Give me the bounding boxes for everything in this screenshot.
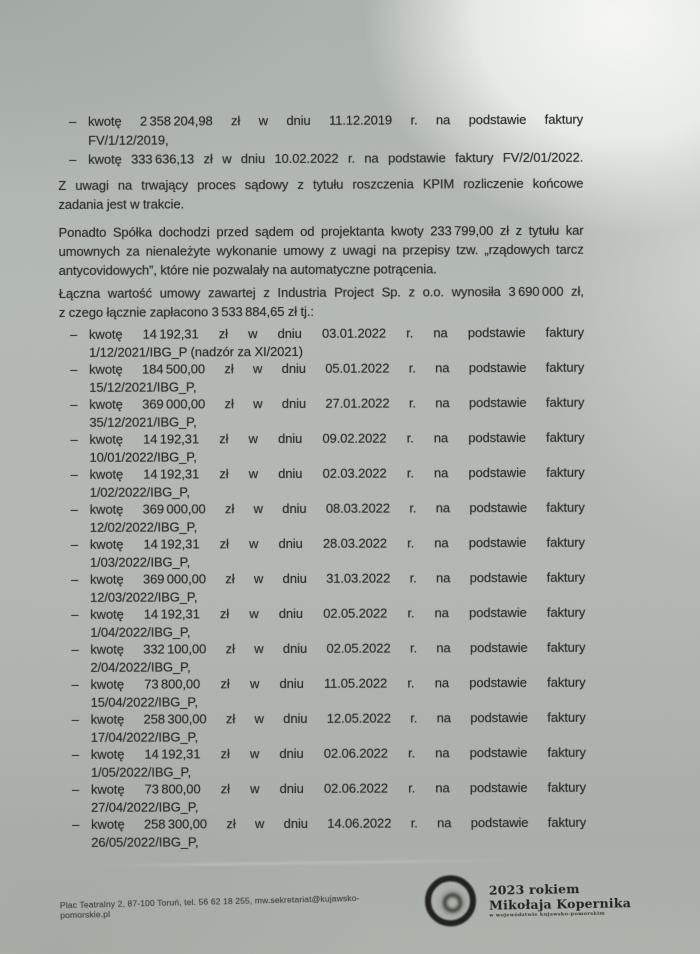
dash-bullet-icon: – [72, 816, 80, 832]
document-content: – kwotę 2 358 204,98 zł w dniu 11.12.201… [58, 110, 586, 851]
list-item: – kwotę 14 192,31 zł w dniu 09.02.2022 r… [59, 429, 584, 466]
item-line-justified: kwotę 333 636,13 zł w dniu 10.02.2022 r.… [88, 150, 584, 168]
item-line-rest: 1/12/2021/IBG_P (nadzór za XI/2021) [89, 343, 303, 360]
item-line-justified: kwotę 369 000,00 zł w dniu 31.03.2022 r.… [90, 569, 586, 587]
list-item: – kwotę 14 192,31 zł w dniu 02.03.2022 r… [60, 464, 585, 501]
list-item: – kwotę 14 192,31 zł w dniu 03.01.2022 r… [59, 324, 584, 361]
item-line-rest: 35/12/2021/IBG_P, [89, 413, 197, 430]
dash-bullet-icon: – [69, 326, 78, 342]
item-line-rest: 2/04/2022/IBG_P, [90, 658, 191, 675]
item-line-justified: kwotę 14 192,31 zł w dniu 02.05.2022 r. … [90, 604, 586, 622]
logo-name-line: Mikołaja Kopernika [488, 895, 632, 913]
item-line-justified: kwotę 14 192,31 zł w dniu 02.06.2022 r. … [90, 744, 586, 762]
paragraph-line: Z uwagi na trwający proces sądowy z tytu… [58, 175, 584, 193]
copernicus-2023-logo: 2023 rokiem Mikołaja Kopernika w wojewód… [424, 872, 632, 927]
list-item: – kwotę 369 000,00 zł w dniu 31.03.2022 … [60, 569, 585, 606]
item-line-rest: 17/04/2022/IBG_P, [90, 728, 198, 745]
list-item: – kwotę 14 192,31 zł w dniu 28.03.2022 r… [60, 534, 585, 571]
dash-bullet-icon: – [71, 606, 79, 622]
item-line-rest: 15/12/2021/IBG_P, [89, 378, 197, 395]
item-line-rest: 12/03/2022/IBG_P, [90, 588, 198, 605]
item-line-justified: kwotę 73 800,00 zł w dniu 11.05.2022 r. … [90, 674, 586, 692]
item-line-justified: kwotę 184 500,00 zł w dniu 05.01.2022 r.… [89, 359, 585, 377]
dash-bullet-icon: – [70, 396, 78, 412]
item-line-rest: 1/03/2022/IBG_P, [89, 553, 191, 570]
paragraph-line: zadania jest w trakcie. [58, 196, 185, 212]
item-line-justified: kwotę 14 192,31 zł w dniu 09.02.2022 r. … [89, 429, 585, 447]
list-item: – kwotę 184 500,00 zł w dniu 05.01.2022 … [59, 359, 584, 396]
list-item: – kwotę 73 800,00 zł w dniu 02.06.2022 r… [61, 779, 586, 816]
dash-bullet-icon: – [70, 466, 78, 482]
list-item: – kwotę 258 300,00 zł w dniu 12.05.2022 … [61, 709, 586, 746]
item-line-justified: kwotę 258 300,00 zł w dniu 12.05.2022 r.… [90, 709, 586, 727]
item-line-justified: kwotę 369 000,00 zł w dniu 08.03.2022 r.… [89, 499, 585, 517]
paragraph-kpim: Z uwagi na trwający proces sądowy z tytu… [58, 173, 583, 214]
dash-bullet-icon: – [71, 781, 80, 797]
paragraph-line: z czego łącznie zapłacono 3 533 884,65 z… [58, 303, 314, 320]
item-line-justified: kwotę 14 192,31 zł w dniu 28.03.2022 r. … [89, 534, 585, 552]
list-item: – kwotę 14 192,31 zł w dniu 02.06.2022 r… [61, 744, 586, 781]
paragraph-line: Łączna wartość umowy zawartej z Industri… [58, 283, 584, 301]
paragraph-line: Ponadto Spółka dochodzi przed sądem od p… [58, 222, 584, 241]
item-line-rest: 26/05/2022/IBG_P, [91, 833, 199, 850]
paragraph-projektant: Ponadto Spółka dochodzi przed sądem od p… [58, 221, 583, 281]
list-item: – kwotę 369 000,00 zł w dniu 27.01.2022 … [59, 394, 584, 431]
item-line-rest: FV/1/12/2019, [88, 132, 169, 149]
list-item: – kwotę 333 636,13 zł w dniu 10.02.2022 … [58, 148, 583, 169]
list-item: – kwotę 369 000,00 zł w dniu 08.03.2022 … [60, 499, 585, 536]
item-line-justified: kwotę 14 192,31 zł w dniu 02.03.2022 r. … [89, 464, 585, 482]
sun-dot-icon [442, 892, 462, 912]
list-item: – kwotę 258 300,00 zł w dniu 14.06.2022 … [61, 814, 586, 851]
item-line-rest: 1/02/2022/IBG_P, [89, 483, 190, 500]
item-line-rest: 27/04/2022/IBG_P, [90, 798, 199, 815]
payments-bullet-list: – kwotę 14 192,31 zł w dniu 03.01.2022 r… [59, 324, 586, 851]
item-line-justified: kwotę 73 800,00 zł w dniu 02.06.2022 r. … [90, 779, 586, 797]
list-item: – kwotę 73 800,00 zł w dniu 11.05.2022 r… [60, 674, 585, 711]
dash-bullet-icon: – [70, 536, 79, 552]
item-line-justified: kwotę 14 192,31 zł w dniu 03.01.2022 r. … [88, 324, 584, 342]
item-line-justified: kwotę 332 100,00 zł w dniu 02.05.2022 r.… [90, 639, 586, 657]
list-item: – kwotę 332 100,00 zł w dniu 02.05.2022 … [60, 639, 585, 676]
list-item: – kwotę 14 192,31 zł w dniu 02.05.2022 r… [60, 604, 585, 641]
dash-bullet-icon: – [71, 746, 79, 762]
dash-bullet-icon: – [70, 431, 78, 447]
item-line-rest: 1/05/2022/IBG_P, [90, 763, 191, 780]
item-line-rest: 10/01/2022/IBG_P, [89, 448, 197, 465]
paragraph-line: antycovidowych”, które nie pozwalały na … [58, 261, 437, 279]
paragraph-line: umownych za nienależyte wykonanie umowy … [58, 241, 584, 260]
paper-crease-line [90, 858, 520, 868]
footer-address: Plac Teatralny 2, 87-100 Toruń, tel. 56 … [59, 892, 360, 921]
item-line-justified: kwotę 2 358 204,98 zł w dniu 11.12.2019 … [88, 111, 584, 129]
dash-bullet-icon: – [71, 711, 79, 727]
list-item: – kwotę 2 358 204,98 zł w dniu 11.12.201… [58, 110, 583, 151]
dash-bullet-icon: – [70, 361, 78, 377]
item-line-rest: 1/04/2022/IBG_P, [90, 623, 191, 640]
dash-bullet-icon: – [71, 676, 79, 692]
dash-bullet-icon: – [69, 152, 77, 168]
item-line-justified: kwotę 369 000,00 zł w dniu 27.01.2022 r.… [89, 394, 585, 412]
dash-bullet-icon: – [71, 571, 79, 587]
paragraph-industria: Łączna wartość umowy zawartej z Industri… [59, 281, 584, 322]
dash-bullet-icon: – [71, 641, 79, 657]
intro-bullet-list: – kwotę 2 358 204,98 zł w dniu 11.12.201… [58, 110, 583, 170]
logo-subline: w województwie kujawsko-pomorskim [489, 910, 605, 919]
item-line-rest: 15/04/2022/IBG_P, [90, 693, 198, 710]
dash-bullet-icon: – [70, 501, 78, 517]
dash-bullet-icon: – [69, 113, 77, 129]
orbit-ring-icon [424, 874, 477, 927]
page-footer: Plac Teatralny 2, 87-100 Toruń, tel. 56 … [0, 870, 700, 954]
item-line-justified: kwotę 258 300,00 zł w dniu 14.06.2022 r.… [91, 814, 587, 832]
logo-text-block: 2023 rokiem Mikołaja Kopernika w wojewód… [489, 872, 632, 925]
item-line-rest: 12/02/2022/IBG_P, [89, 518, 198, 535]
